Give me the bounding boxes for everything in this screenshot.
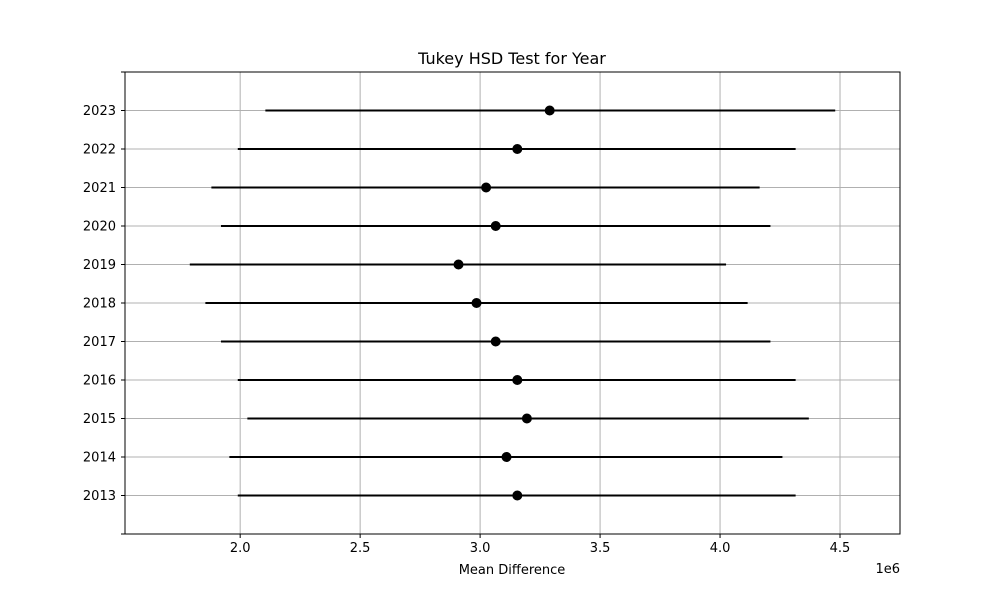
y-tick-label-2021: 2021 xyxy=(83,181,116,196)
mean-point-2023 xyxy=(544,105,555,116)
x-tick-label: 3.0 xyxy=(470,541,491,556)
mean-point-2015 xyxy=(521,413,532,424)
chart-title: Tukey HSD Test for Year xyxy=(417,49,606,68)
mean-point-2013 xyxy=(512,490,523,501)
x-tick-label: 3.5 xyxy=(590,541,611,556)
mean-point-2017 xyxy=(490,336,501,347)
x-tick-label: 2.5 xyxy=(350,541,371,556)
y-tick-label-2014: 2014 xyxy=(83,451,116,466)
mean-point-2014 xyxy=(501,452,512,462)
y-tick-label-2016: 2016 xyxy=(83,374,116,389)
y-tick-label-2017: 2017 xyxy=(83,335,116,350)
mean-point-2016 xyxy=(512,375,523,385)
mean-point-2022 xyxy=(512,144,523,154)
x-axis-label: Mean Difference xyxy=(459,563,566,578)
mean-point-2018 xyxy=(471,298,482,308)
y-tick-label-2023: 2023 xyxy=(83,104,116,119)
y-tick-label-2019: 2019 xyxy=(83,258,116,273)
x-tick-label: 4.5 xyxy=(830,541,851,556)
y-tick-label-2022: 2022 xyxy=(83,143,116,158)
mean-point-2021 xyxy=(481,182,492,193)
y-tick-label-2018: 2018 xyxy=(83,297,116,312)
mean-point-2020 xyxy=(490,221,501,231)
y-tick-label-2013: 2013 xyxy=(83,489,116,504)
x-axis-offset-label: 1e6 xyxy=(875,562,900,577)
y-tick-label-2020: 2020 xyxy=(83,220,116,235)
axes: 2.0 2.5 3.0 3.5 4.0 4.5 2013 2014 2015 2016 2017 20… xyxy=(83,71,851,556)
mean-point-2019 xyxy=(453,259,464,270)
y-tick-label-2015: 2015 xyxy=(83,412,116,427)
x-tick-label: 4.0 xyxy=(710,541,731,556)
x-tick-label: 2.0 xyxy=(230,541,251,556)
plot-data xyxy=(189,105,836,501)
